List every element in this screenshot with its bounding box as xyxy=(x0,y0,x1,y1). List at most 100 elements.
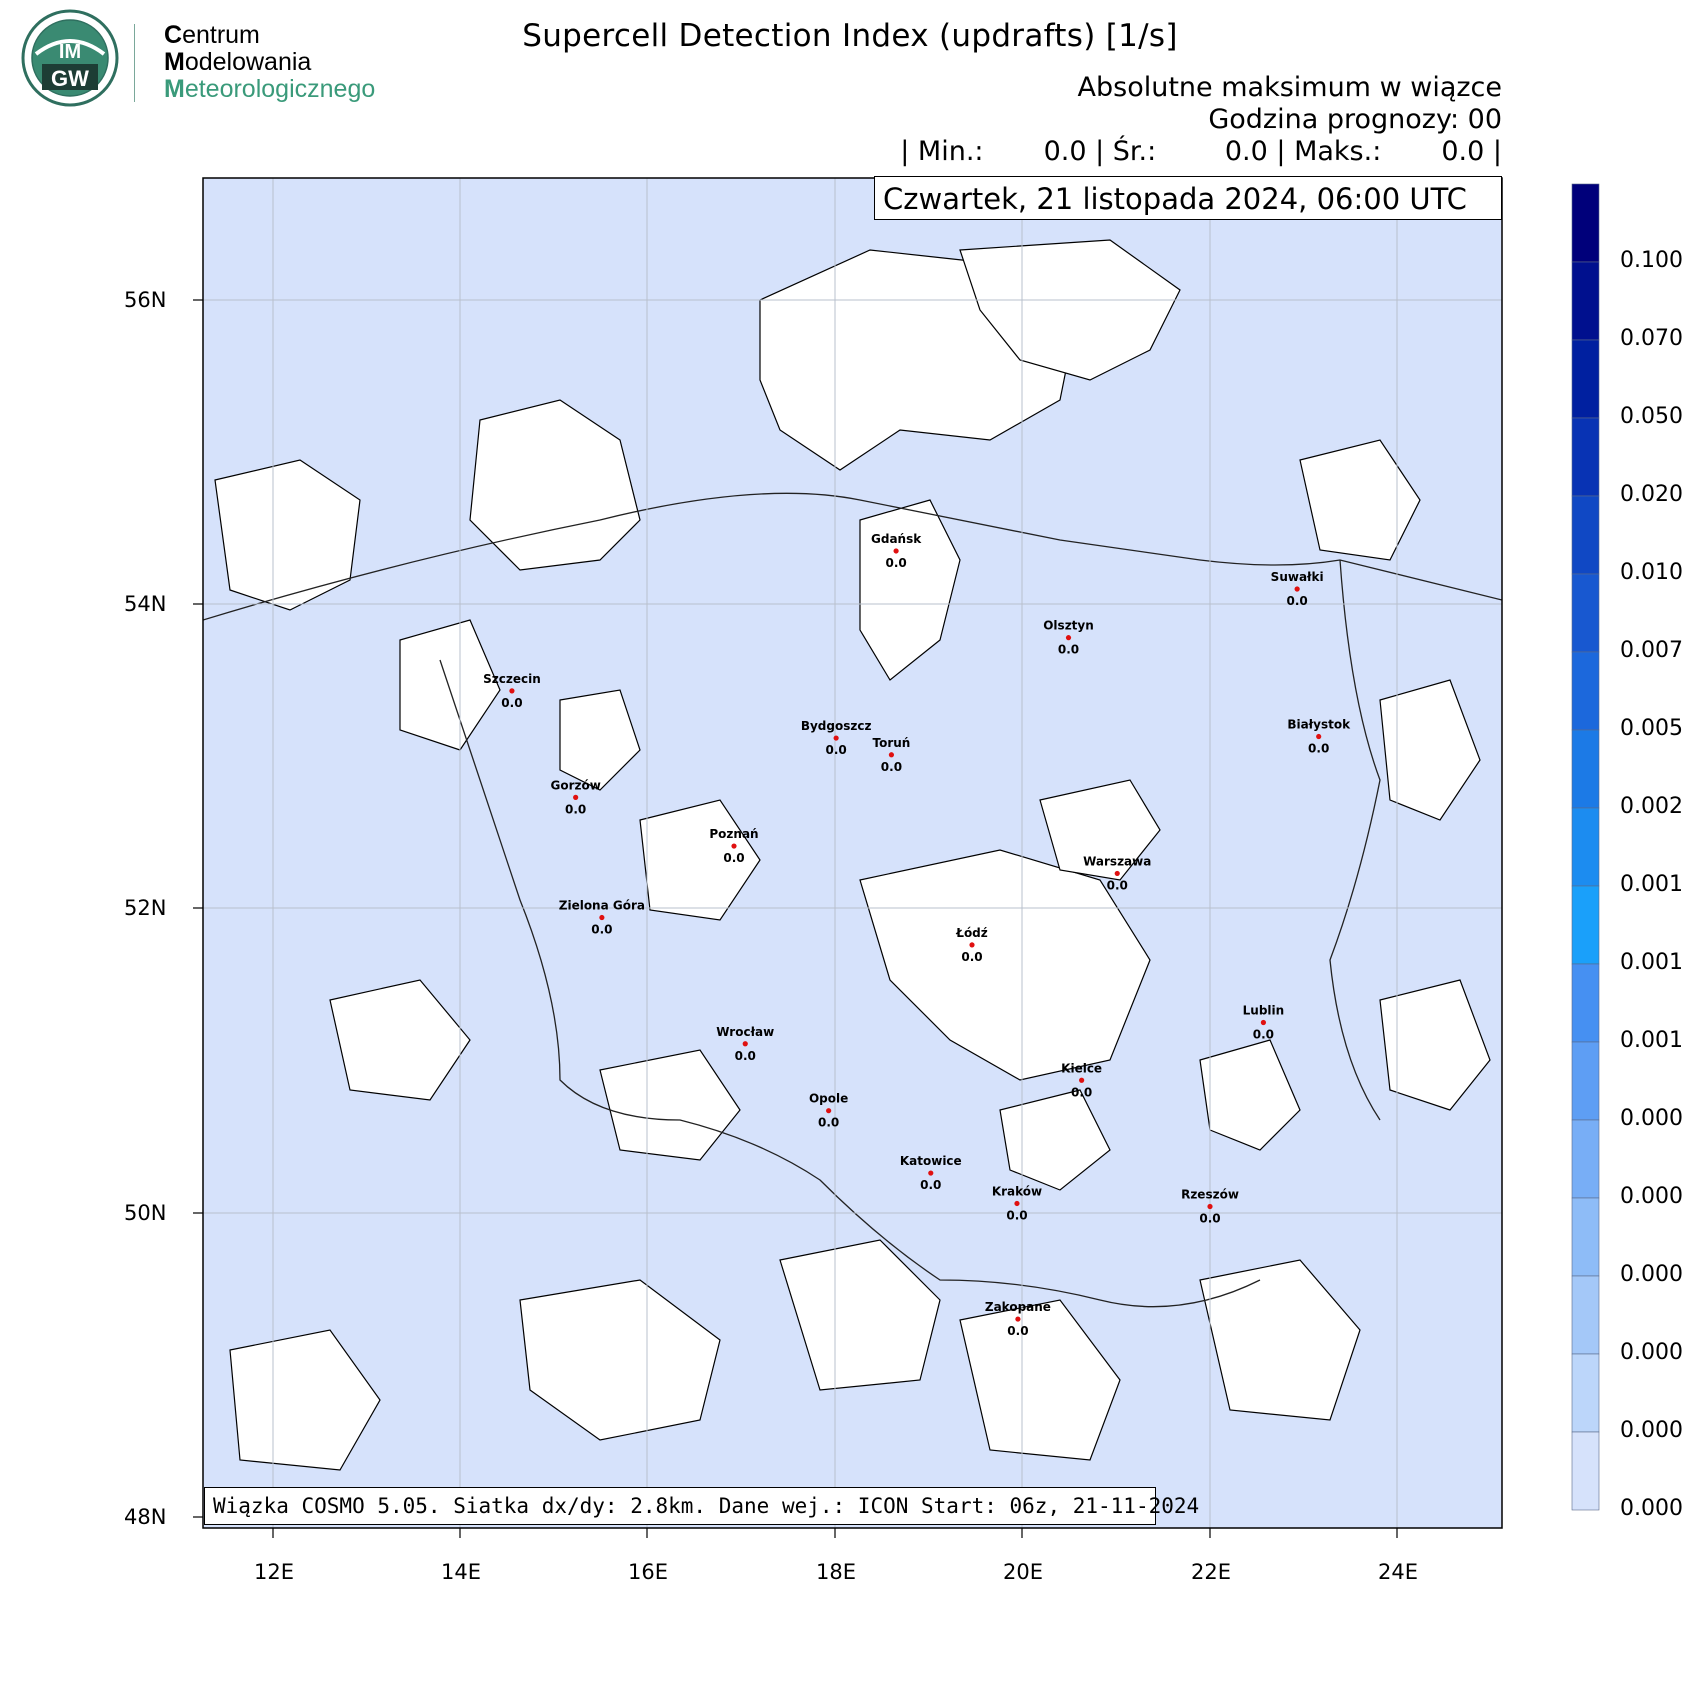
city-marker: Katowice 0.0 xyxy=(900,1154,962,1192)
colorbar-label: 0.002 xyxy=(1620,794,1683,819)
city-dot xyxy=(573,794,579,800)
city-marker: Opole 0.0 xyxy=(809,1092,848,1130)
city-marker: Szczecin 0.0 xyxy=(483,672,541,710)
colorbar-swatch xyxy=(1571,885,1600,965)
city-name: Zielona Góra xyxy=(559,899,645,913)
city-marker: Suwałki 0.0 xyxy=(1271,570,1324,608)
city-marker: Gdańsk 0.0 xyxy=(871,532,922,570)
city-dot xyxy=(1079,1077,1085,1083)
city-dot xyxy=(1316,733,1322,740)
city-dot xyxy=(599,914,605,921)
city-dot xyxy=(969,942,975,948)
colorbar xyxy=(1571,183,1600,1511)
city-dot xyxy=(1014,1200,1020,1207)
lon-label-18e: 18E xyxy=(816,1560,856,1584)
city-name: Rzeszów xyxy=(1181,1188,1239,1202)
city-name: Gdańsk xyxy=(871,532,922,546)
logo-line-2: Modelowania xyxy=(164,48,312,76)
page-title: Supercell Detection Index (updrafts) [1/… xyxy=(522,18,1178,54)
colorbar-label: 0.007 xyxy=(1620,638,1683,663)
city-dot xyxy=(731,843,737,849)
subtitle-forecast-hour: Godzina prognozy: 00 xyxy=(1208,104,1502,135)
city-value: 0.0 xyxy=(1253,1027,1274,1041)
city-name: Szczecin xyxy=(483,672,541,686)
city-name: Warszawa xyxy=(1083,854,1151,868)
city-marker: Rzeszów 0.0 xyxy=(1181,1188,1239,1226)
colorbar-label: 0.000 xyxy=(1620,1184,1683,1209)
lon-label-20e: 20E xyxy=(1003,1560,1043,1584)
model-info-label: Wiązka COSMO 5.05. Siatka dx/dy: 2.8km. … xyxy=(204,1487,1199,1525)
city-marker: Lublin 0.0 xyxy=(1243,1003,1285,1041)
colorbar-swatch xyxy=(1571,417,1600,497)
forecast-date-label: Czwartek, 21 listopada 2024, 06:00 UTC xyxy=(874,176,1502,220)
city-marker: Bydgoszcz 0.0 xyxy=(801,719,872,757)
city-marker: Białystok 0.0 xyxy=(1287,718,1351,756)
colorbar-label: 0.001 xyxy=(1620,872,1683,897)
city-markers: Gdańsk 0.0 Suwałki 0.0 Olsztyn 0.0 Szczecin 0.0… xyxy=(483,532,1351,1338)
colorbar-swatch xyxy=(1571,1119,1600,1199)
colorbar-label: 0.001 xyxy=(1620,950,1683,975)
city-dot xyxy=(1065,635,1072,641)
stats-line: | Min.: 0.0 | Śr.: 0.0 | Maks.: 0.0 | xyxy=(900,136,1502,167)
logo-line-3: Meteorologicznego xyxy=(164,75,376,103)
city-marker: Zakopane 0.0 xyxy=(985,1300,1051,1338)
colorbar-label: 0.000 xyxy=(1620,1340,1683,1365)
city-dot xyxy=(826,1108,832,1114)
colorbar-swatch xyxy=(1571,261,1600,341)
city-marker: Poznań 0.0 xyxy=(709,827,758,865)
city-dot xyxy=(1260,1019,1267,1026)
city-marker: Łódź 0.0 xyxy=(955,926,988,964)
city-marker: Gorzów 0.0 xyxy=(550,778,600,816)
city-value: 0.0 xyxy=(1107,878,1128,892)
city-name: Opole xyxy=(809,1092,848,1106)
city-name: Kraków xyxy=(992,1184,1042,1198)
city-value: 0.0 xyxy=(1071,1085,1092,1099)
city-dot xyxy=(888,752,895,758)
city-name: Łódź xyxy=(955,926,988,940)
colorbar-swatch xyxy=(1571,1041,1600,1121)
city-name: Olsztyn xyxy=(1043,619,1094,633)
city-value: 0.0 xyxy=(501,696,522,710)
city-marker: Olsztyn 0.0 xyxy=(1043,619,1094,657)
graticule xyxy=(203,178,1502,1528)
city-value: 0.0 xyxy=(1308,742,1329,756)
city-dot xyxy=(893,548,899,554)
city-dot xyxy=(1114,870,1120,877)
city-dot xyxy=(833,735,839,741)
logo-line-1: Centrum xyxy=(164,21,260,49)
colorbar-swatch xyxy=(1571,651,1600,731)
city-value: 0.0 xyxy=(1006,1208,1027,1222)
colorbar-swatch xyxy=(1571,729,1600,809)
city-name: Białystok xyxy=(1287,718,1351,732)
borders-and-coast xyxy=(203,492,1502,1308)
colorbar-label: 0.020 xyxy=(1620,482,1683,507)
colorbar-label: 0.005 xyxy=(1620,716,1683,741)
lat-label-52n: 52N xyxy=(124,896,167,920)
colorbar-swatch xyxy=(1571,339,1600,419)
lon-label-12e: 12E xyxy=(254,1560,294,1584)
svg-text:GW: GW xyxy=(51,66,89,91)
colorbar-label: 0.000 xyxy=(1620,1106,1683,1131)
lat-label-54n: 54N xyxy=(124,592,167,616)
city-marker: Toruń 0.0 xyxy=(872,736,910,774)
city-value: 0.0 xyxy=(565,802,586,816)
city-value: 0.0 xyxy=(1007,1324,1028,1338)
colorbar-label: 0.000 xyxy=(1620,1262,1683,1287)
lat-label-50n: 50N xyxy=(124,1201,167,1225)
colorbar-label: 0.010 xyxy=(1620,560,1683,585)
colorbar-swatch xyxy=(1571,807,1600,887)
colorbar-swatch xyxy=(1571,1197,1600,1277)
map-frame xyxy=(202,177,1503,1529)
colorbar-label: 0.000 xyxy=(1620,1496,1683,1521)
city-value: 0.0 xyxy=(920,1178,941,1192)
city-name: Bydgoszcz xyxy=(801,719,872,733)
city-name: Gorzów xyxy=(550,778,600,792)
colorbar-swatch xyxy=(1571,963,1600,1043)
city-value: 0.0 xyxy=(1287,594,1308,608)
city-value: 0.0 xyxy=(826,743,847,757)
city-marker: Kielce 0.0 xyxy=(1061,1061,1102,1099)
city-dot xyxy=(1207,1203,1213,1210)
city-name: Katowice xyxy=(900,1154,962,1168)
imgw-logo: IM GW Centrum Modelowania Meteorologiczn… xyxy=(14,8,394,108)
